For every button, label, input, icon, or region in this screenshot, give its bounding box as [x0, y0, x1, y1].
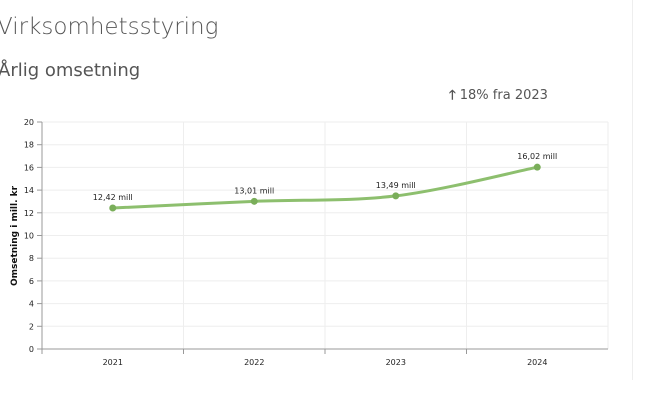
arrow-up-icon: 🡑 — [449, 88, 456, 103]
data-point — [533, 163, 541, 171]
y-tick-label: 4 — [29, 300, 34, 309]
y-axis-label: Omsetning i mill. kr — [10, 185, 20, 286]
x-tick-label: 2021 — [103, 358, 123, 367]
change-indicator: 🡑 18% fra 2023 — [449, 86, 548, 108]
y-tick-label: 14 — [24, 186, 34, 195]
x-tick-label: 2024 — [527, 358, 547, 367]
y-tick-label: 8 — [29, 254, 34, 263]
y-tick-label: 2 — [29, 322, 34, 331]
data-label: 13,01 mill — [234, 186, 274, 195]
y-tick-label: 16 — [24, 163, 34, 172]
x-tick-label: 2022 — [244, 358, 264, 367]
y-tick-label: 6 — [29, 277, 34, 286]
chart-heading: Årlig omsetning — [0, 60, 141, 81]
data-point — [109, 204, 117, 212]
y-tick-label: 20 — [24, 118, 34, 127]
y-tick-label: 18 — [24, 141, 34, 150]
y-tick-label: 12 — [24, 209, 34, 218]
change-text: 18% fra 2023 — [459, 88, 548, 103]
y-tick-label: 0 — [29, 345, 34, 354]
panel-border — [632, 0, 633, 380]
x-tick-label: 2023 — [386, 358, 406, 367]
data-label: 12,42 mill — [93, 193, 133, 202]
data-point — [392, 192, 400, 200]
series-line — [112, 165, 538, 210]
data-label: 13,49 mill — [376, 181, 416, 190]
data-label: 16,02 mill — [517, 152, 557, 161]
y-tick-label: 10 — [24, 232, 34, 241]
data-point — [250, 197, 258, 205]
page-title: Virksomhetsstyring — [0, 14, 219, 40]
